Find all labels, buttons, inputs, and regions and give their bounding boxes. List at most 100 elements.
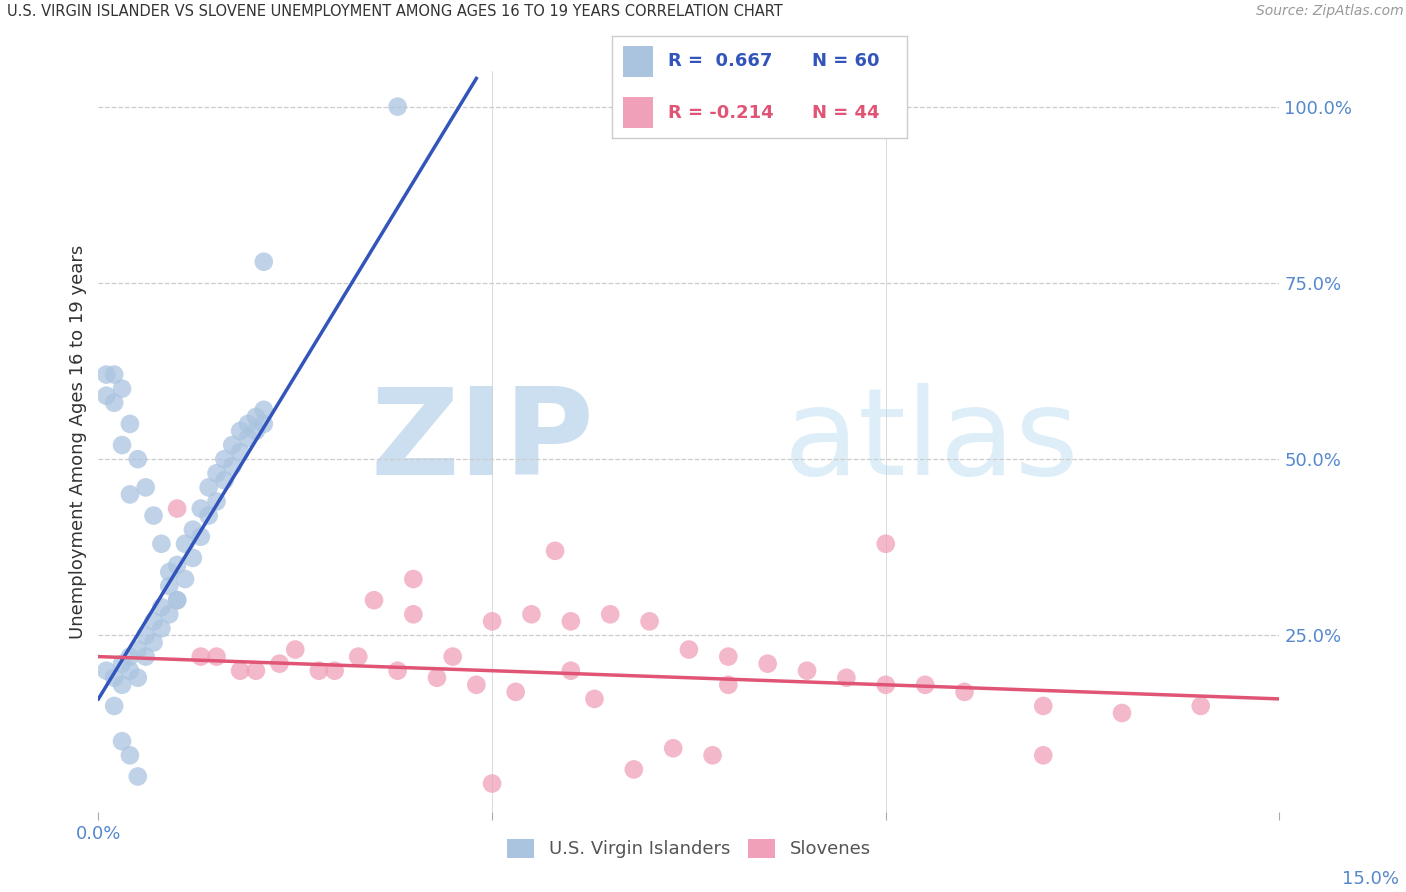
Point xyxy=(118,487,141,501)
Point xyxy=(205,467,228,481)
Point xyxy=(323,664,346,678)
Point xyxy=(835,671,858,685)
Point xyxy=(214,452,236,467)
Point xyxy=(229,664,252,678)
Point xyxy=(1111,706,1133,720)
Point xyxy=(214,473,236,487)
Text: N = 60: N = 60 xyxy=(813,53,880,70)
Point xyxy=(875,537,897,551)
Point xyxy=(166,558,188,572)
Point xyxy=(135,649,157,664)
Point xyxy=(426,671,449,685)
Point xyxy=(560,615,582,629)
Point xyxy=(103,698,125,713)
Point xyxy=(118,748,141,763)
Legend: U.S. Virgin Islanders, Slovenes: U.S. Virgin Islanders, Slovenes xyxy=(501,832,877,865)
Point xyxy=(623,763,645,777)
Text: R =  0.667: R = 0.667 xyxy=(668,53,772,70)
Point xyxy=(402,572,425,586)
Point xyxy=(875,678,897,692)
Point xyxy=(197,480,219,494)
Point xyxy=(481,776,503,790)
Point xyxy=(174,572,197,586)
Point xyxy=(103,396,125,410)
Point xyxy=(1032,748,1054,763)
Point xyxy=(111,382,134,396)
Point xyxy=(402,607,425,622)
Point xyxy=(245,409,267,424)
Point xyxy=(914,678,936,692)
Point xyxy=(150,621,173,635)
Point xyxy=(520,607,543,622)
Point xyxy=(166,593,188,607)
Point xyxy=(441,649,464,664)
Point xyxy=(953,685,976,699)
Point xyxy=(127,452,149,467)
Point xyxy=(583,692,606,706)
Point xyxy=(166,501,188,516)
Point xyxy=(269,657,291,671)
Point xyxy=(118,664,141,678)
Point xyxy=(599,607,621,622)
Point xyxy=(166,593,188,607)
Point xyxy=(205,494,228,508)
Text: atlas: atlas xyxy=(783,383,1078,500)
Point xyxy=(387,664,409,678)
Point xyxy=(118,417,141,431)
Point xyxy=(157,579,180,593)
Point xyxy=(111,734,134,748)
Point xyxy=(135,628,157,642)
Point xyxy=(181,550,204,565)
Point xyxy=(111,657,134,671)
Point xyxy=(142,508,165,523)
Point xyxy=(245,424,267,438)
Point xyxy=(174,537,197,551)
Point xyxy=(142,635,165,649)
Point xyxy=(662,741,685,756)
Point xyxy=(544,544,567,558)
Point xyxy=(118,649,141,664)
Point xyxy=(638,615,661,629)
Text: R = -0.214: R = -0.214 xyxy=(668,103,773,121)
Point xyxy=(190,530,212,544)
Point xyxy=(347,649,370,664)
Text: N = 44: N = 44 xyxy=(813,103,880,121)
Point xyxy=(387,100,409,114)
Point xyxy=(229,445,252,459)
Text: 15.0%: 15.0% xyxy=(1341,870,1399,888)
Point xyxy=(142,615,165,629)
Point xyxy=(481,615,503,629)
Point xyxy=(717,678,740,692)
Point xyxy=(96,389,118,403)
Point xyxy=(221,459,243,474)
Point xyxy=(150,600,173,615)
Point xyxy=(253,402,276,417)
Text: Source: ZipAtlas.com: Source: ZipAtlas.com xyxy=(1256,4,1403,19)
Point xyxy=(505,685,527,699)
Y-axis label: Unemployment Among Ages 16 to 19 years: Unemployment Among Ages 16 to 19 years xyxy=(69,244,87,639)
Point xyxy=(197,508,219,523)
Point xyxy=(181,523,204,537)
Point xyxy=(190,501,212,516)
Point xyxy=(245,664,267,678)
Point xyxy=(205,649,228,664)
Bar xyxy=(623,45,652,77)
Point xyxy=(135,480,157,494)
Text: U.S. VIRGIN ISLANDER VS SLOVENE UNEMPLOYMENT AMONG AGES 16 TO 19 YEARS CORRELATI: U.S. VIRGIN ISLANDER VS SLOVENE UNEMPLOY… xyxy=(7,4,783,20)
Point xyxy=(253,417,276,431)
Point xyxy=(157,565,180,579)
Point xyxy=(560,664,582,678)
Point xyxy=(96,664,118,678)
Point xyxy=(756,657,779,671)
Point xyxy=(127,671,149,685)
Text: ZIP: ZIP xyxy=(371,383,595,500)
Point xyxy=(678,642,700,657)
Point xyxy=(1032,698,1054,713)
Point xyxy=(229,424,252,438)
Point xyxy=(111,678,134,692)
Point xyxy=(190,649,212,664)
Point xyxy=(127,642,149,657)
Point xyxy=(150,537,173,551)
Point xyxy=(236,431,259,445)
Point xyxy=(96,368,118,382)
